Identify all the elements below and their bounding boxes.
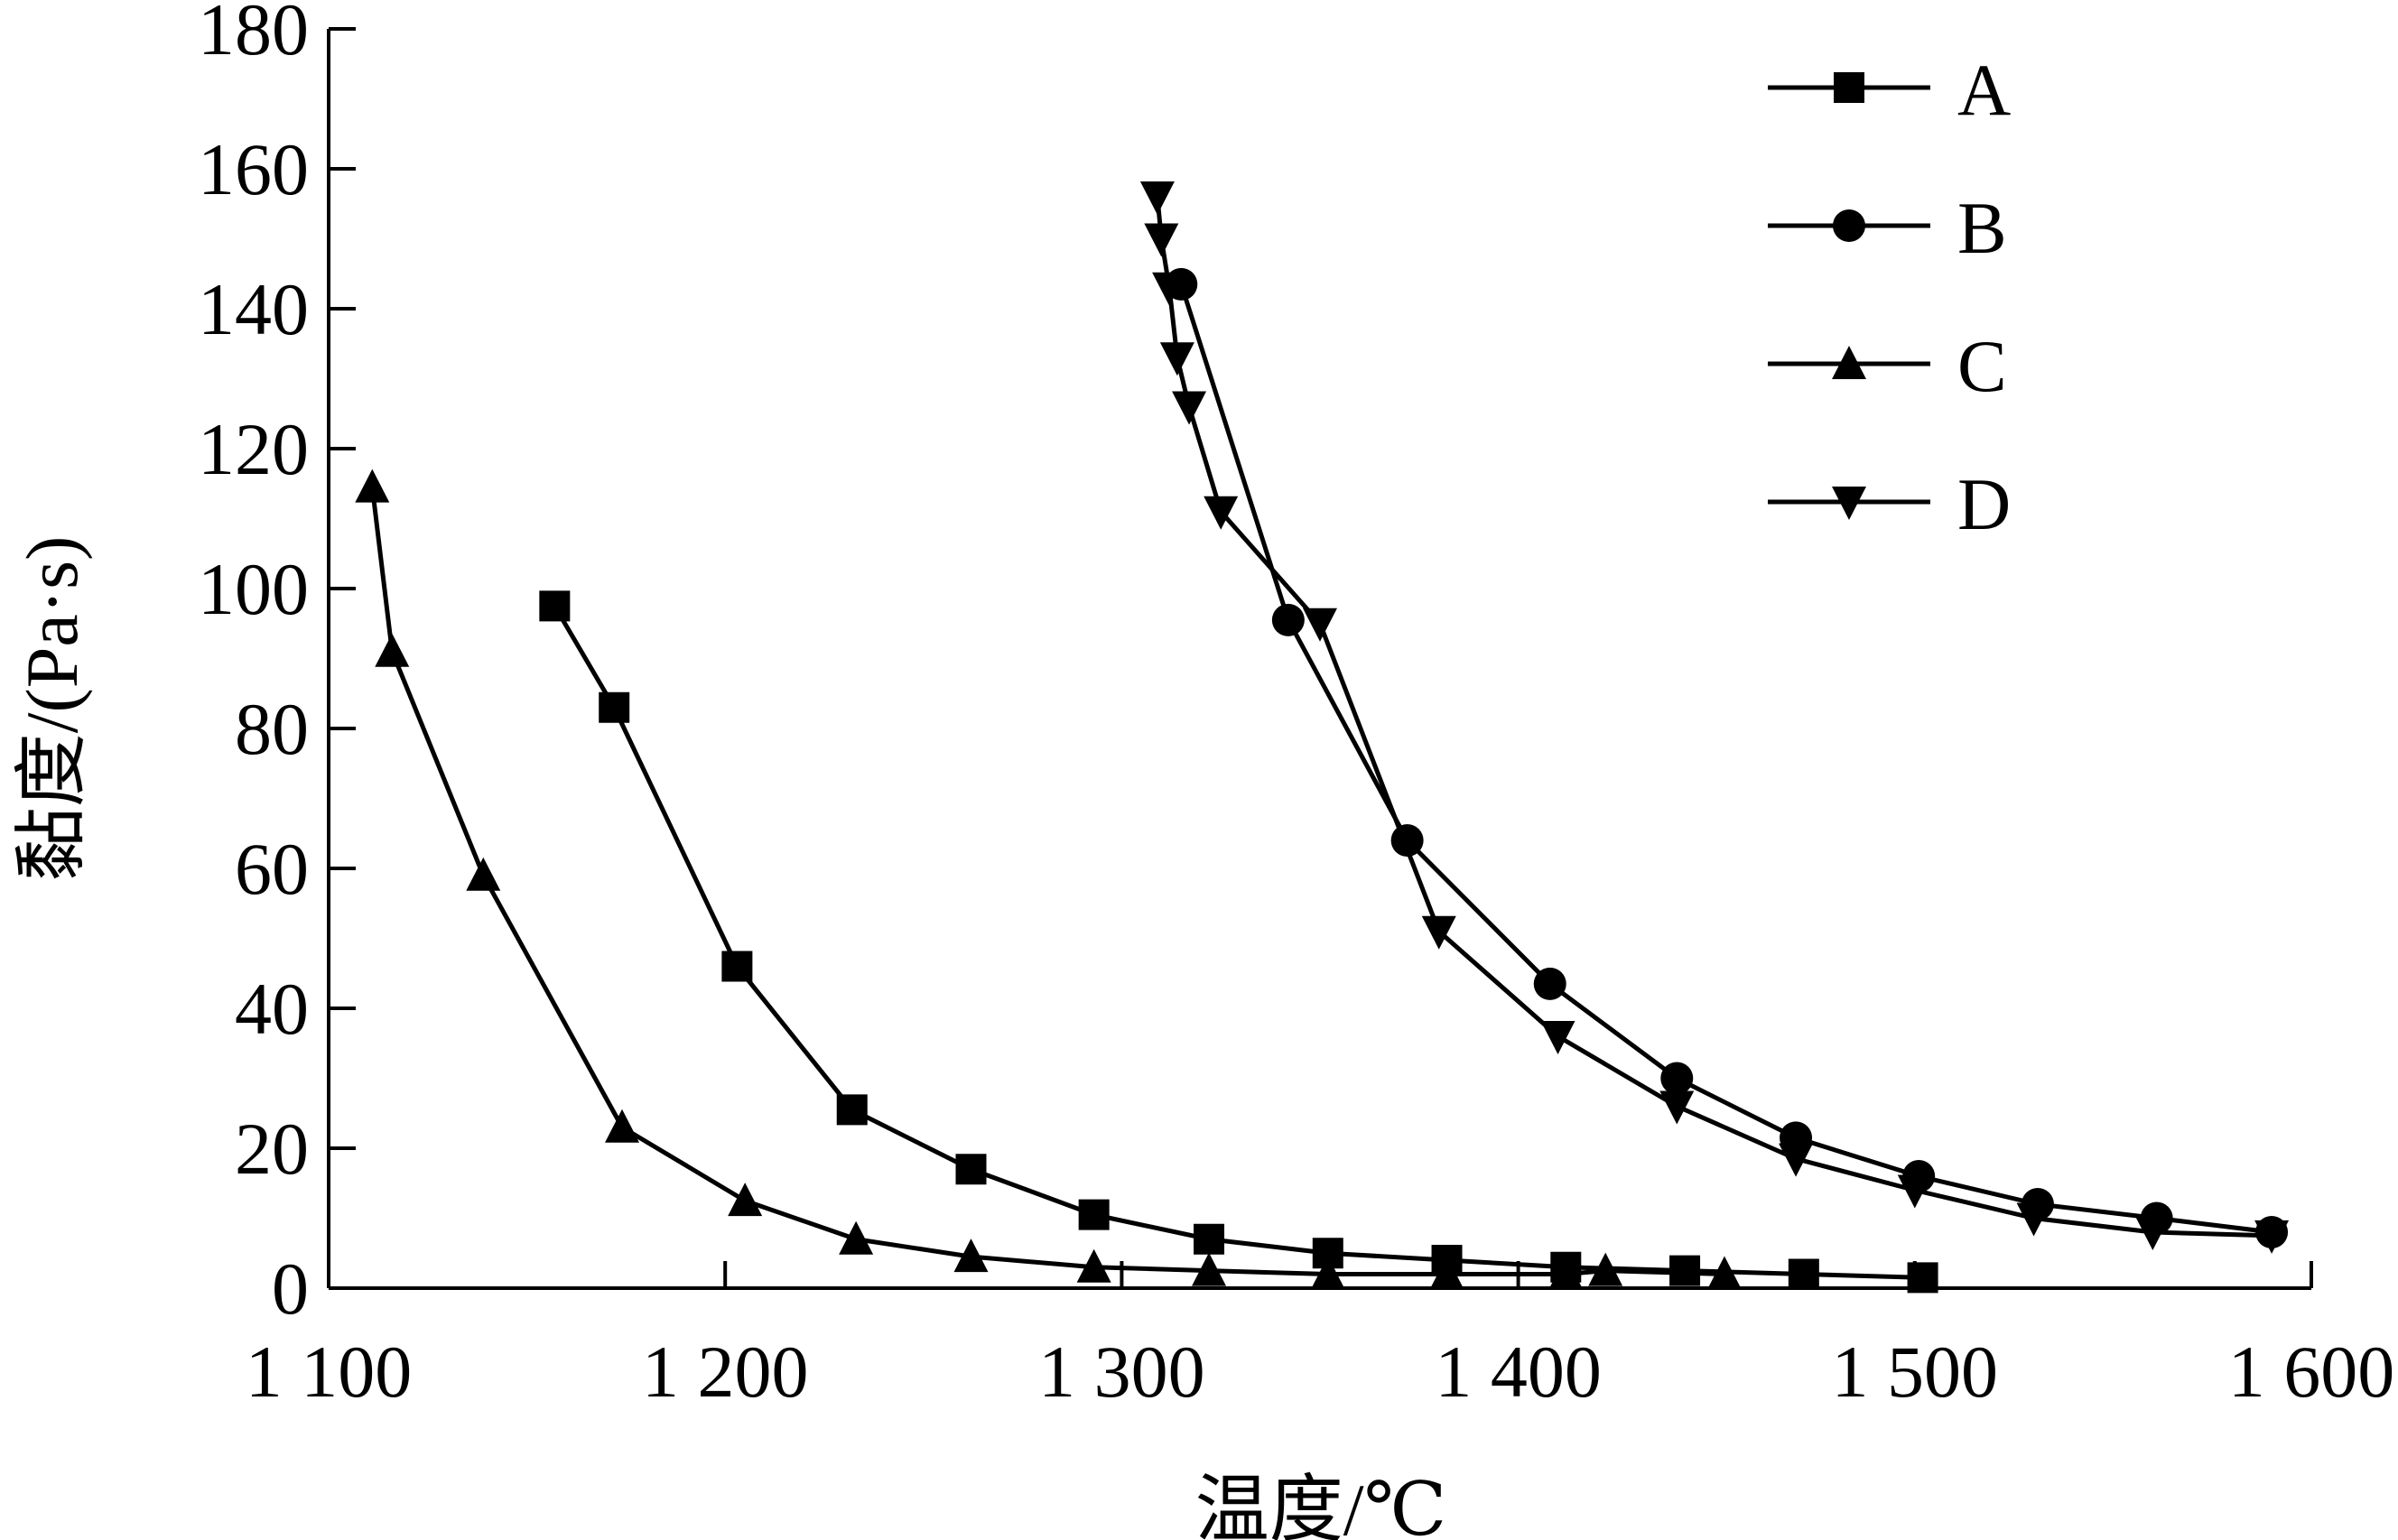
- data-point-C: [1192, 1252, 1227, 1286]
- y-tick-label: 160: [198, 128, 309, 210]
- y-tick-label: 60: [235, 828, 309, 910]
- data-point-C: [728, 1183, 763, 1217]
- y-tick-label: 0: [272, 1248, 309, 1330]
- data-point-C: [355, 468, 390, 503]
- data-point-C: [605, 1109, 640, 1143]
- legend-marker-square: [1834, 72, 1864, 103]
- data-point-D: [1303, 608, 1337, 642]
- data-point-C: [1588, 1252, 1623, 1286]
- y-axis: 0 20 40 60 80 100 120 140 160 180: [198, 0, 356, 1330]
- data-point-D: [1659, 1090, 1695, 1125]
- y-ticks: 0 20 40 60 80 100 120 140 160 180: [198, 0, 356, 1330]
- x-tick-label: 1 400: [1435, 1331, 1602, 1413]
- legend-item-C: C: [1768, 325, 2007, 407]
- data-point-C: [1429, 1256, 1464, 1290]
- data-point-A: [955, 1154, 987, 1185]
- data-point-A: [721, 951, 753, 982]
- legend-label: B: [1957, 187, 2007, 269]
- data-point-D: [1779, 1143, 1814, 1177]
- y-tick-label: 20: [235, 1108, 309, 1190]
- data-point-A: [836, 1094, 868, 1126]
- x-axis: 1 100 1 200 1 300 1 400 1 500 1 600: [246, 1261, 2395, 1413]
- data-point-A: [1194, 1223, 1225, 1255]
- data-point-D: [2016, 1202, 2051, 1237]
- y-axis-title: 黏度/(Pa·s): [11, 536, 93, 882]
- data-point-D: [1159, 342, 1194, 376]
- y-tick-label: 80: [235, 688, 309, 770]
- x-tick-label: 1 600: [2228, 1331, 2395, 1413]
- y-tick-label: 40: [235, 968, 309, 1050]
- series-line-B: [1178, 283, 2273, 1235]
- y-tick-label: 100: [198, 548, 309, 630]
- series-A: [539, 590, 1938, 1294]
- legend-item-D: D: [1768, 463, 2011, 545]
- series-line-A: [553, 605, 1923, 1280]
- series-B: [1165, 267, 2289, 1248]
- data-point-D: [1172, 391, 1207, 425]
- y-tick-label: 140: [198, 268, 309, 350]
- data-point-C: [953, 1238, 989, 1273]
- legend-marker-circle: [1833, 209, 1865, 242]
- y-tick-label: 120: [198, 408, 309, 490]
- data-point-A: [1788, 1258, 1819, 1290]
- data-point-C: [1310, 1256, 1345, 1290]
- data-point-C: [466, 857, 501, 891]
- data-point-C: [375, 633, 410, 667]
- x-tick-label: 1 500: [1832, 1331, 1999, 1413]
- data-point-D: [1139, 181, 1175, 215]
- legend-marker-triangle-up: [1832, 346, 1866, 379]
- data-point-D: [1421, 915, 1456, 950]
- legend-label: A: [1957, 49, 2011, 131]
- legend-label: D: [1957, 463, 2011, 545]
- data-point-D: [1540, 1021, 1575, 1054]
- legend-item-A: A: [1768, 49, 2011, 131]
- data-point-A: [1078, 1199, 1110, 1230]
- data-point-B: [1660, 1062, 1694, 1095]
- data-point-C: [1706, 1256, 1742, 1290]
- x-tick-label: 1 300: [1038, 1331, 1205, 1413]
- data-point-D: [2135, 1217, 2170, 1250]
- legend-marker-triangle-down: [1832, 487, 1866, 520]
- data-point-A: [539, 590, 571, 622]
- x-ticks: 1 100 1 200 1 300 1 400 1 500 1 600: [246, 1261, 2395, 1413]
- data-point-D: [1204, 496, 1239, 530]
- legend-label: C: [1957, 325, 2007, 407]
- data-point-C: [1076, 1248, 1111, 1283]
- data-point-D: [1152, 272, 1187, 306]
- series-line-C: [369, 487, 1725, 1276]
- data-point-C: [839, 1220, 874, 1255]
- data-point-D: [2254, 1220, 2290, 1254]
- series-line-D: [1155, 196, 2273, 1238]
- series-C: [355, 468, 1742, 1290]
- x-tick-label: 1 200: [642, 1331, 809, 1413]
- x-tick-label: 1 100: [246, 1331, 413, 1413]
- data-point-A: [599, 691, 630, 723]
- data-point-B: [1271, 603, 1305, 636]
- data-point-D: [1897, 1174, 1932, 1209]
- series-D: [1139, 181, 2290, 1254]
- legend-item-B: B: [1768, 187, 2007, 269]
- series-layer: [355, 181, 2290, 1294]
- data-point-C: [1548, 1256, 1584, 1290]
- y-tick-label: 180: [198, 0, 309, 70]
- x-axis-title: 温度/℃: [1195, 1469, 1447, 1540]
- data-point-D: [1144, 223, 1179, 257]
- data-point-A: [1907, 1262, 1938, 1294]
- data-point-B: [1533, 967, 1566, 1000]
